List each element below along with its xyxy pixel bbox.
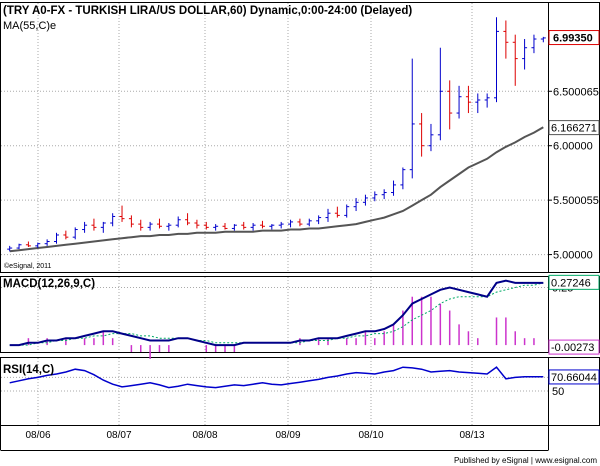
price-candle (475, 93, 481, 114)
price-candle (147, 221, 153, 231)
price-candle (353, 197, 359, 212)
price-candle (259, 220, 265, 229)
price-candle (400, 167, 406, 190)
price-candle (512, 34, 518, 86)
macd-title: MACD(12,26,9,C) (3, 278, 95, 290)
price-candle (531, 34, 537, 54)
panel-frames (0, 2, 600, 451)
price-candle (278, 221, 284, 229)
price-candle (82, 221, 88, 233)
copyright-label: ©eSignal, 2011 (4, 262, 52, 270)
price-candle (91, 218, 97, 231)
macd-line (9, 279, 544, 347)
price-candle (213, 224, 219, 231)
rsi-title: RSI(14,C) (3, 364, 54, 376)
price-candle (456, 85, 462, 119)
price-candle (409, 58, 415, 179)
x-tick-label: 08/08 (192, 430, 217, 441)
price-candle (185, 213, 191, 226)
chart-title: (TRY A0-FX - TURKISH LIRA/US DOLLAR,60) … (3, 5, 412, 17)
price-candle (494, 17, 500, 103)
rsi-value-label: 70.66044 (551, 372, 597, 384)
price-candle (465, 85, 471, 114)
ma-value-box (548, 120, 600, 136)
price-candle (156, 218, 162, 229)
price-candle (306, 218, 312, 227)
x-tick-label: 08/10 (358, 430, 383, 441)
price-candle (362, 194, 368, 206)
x-tick-label: 08/13 (459, 430, 484, 441)
price-candle (35, 242, 41, 249)
price-candle (381, 189, 387, 200)
footer-credit: Published by eSignal | www.esignal.com (454, 456, 597, 465)
price-candle (437, 47, 443, 141)
price-candles (7, 17, 546, 253)
price-candle (166, 223, 172, 231)
price-candle (428, 123, 434, 152)
price-candle (53, 232, 59, 244)
price-candle (7, 245, 13, 252)
price-candle (241, 221, 247, 230)
macd-hist-label: -0.00273 (551, 342, 594, 354)
price-candle (119, 205, 125, 222)
price-candle (44, 239, 50, 246)
price-candle (25, 241, 31, 247)
y-tick-label: 5.00000 (553, 250, 593, 262)
price-candle (447, 80, 453, 130)
price-candle (269, 224, 275, 230)
last-price-box (548, 30, 600, 46)
x-tick-label: 08/06 (25, 430, 50, 441)
price-candle (288, 219, 294, 228)
macd-hist-box (548, 339, 600, 355)
price-candle (138, 219, 144, 231)
rsi-plot (9, 366, 544, 389)
axis-labels: 08/06 08/07 08/08 08/09 08/10 08/13 6.500065 6.… (25, 30, 600, 441)
price-candle (194, 219, 200, 229)
ma-label: MA(55,C)e (3, 20, 56, 32)
price-candle (231, 224, 237, 231)
rsi-axis (548, 357, 600, 426)
price-candle (63, 230, 69, 240)
price-candle (316, 215, 322, 225)
macd-value-label: 0.27246 (551, 277, 591, 289)
price-candle (16, 243, 22, 250)
price-candle (391, 180, 397, 196)
rsi-line (9, 366, 544, 389)
y-tick-label: 5.500055 (553, 195, 599, 207)
price-candle (540, 36, 546, 43)
macd-value-box (548, 274, 600, 290)
price-candle (484, 93, 490, 108)
price-candle (419, 113, 425, 157)
ma-value-label: 6.166271 (551, 123, 597, 135)
y-tick-label: 6.00000 (553, 141, 593, 153)
gridlines (1, 3, 548, 425)
price-candle (72, 227, 78, 240)
price-candle (522, 39, 528, 70)
price-candle (175, 216, 181, 228)
price-candle (222, 223, 228, 230)
price-candle (297, 218, 303, 227)
x-tick-label: 08/09 (275, 430, 300, 441)
y-tick-label: 6.500065 (553, 86, 599, 98)
x-tick-label: 08/07 (106, 430, 131, 441)
price-candle (344, 204, 350, 218)
price-candle (128, 215, 134, 228)
rsi-tick-label: 50 (552, 386, 564, 398)
price-candle (372, 191, 378, 202)
macd-plot (9, 279, 544, 359)
price-candle (110, 213, 116, 227)
rsi-value-box (548, 369, 600, 385)
last-price-label: 6.99350 (553, 33, 593, 45)
price-candle (250, 223, 256, 231)
price-axis (548, 2, 600, 273)
price-candle (325, 208, 331, 222)
price-candle (100, 221, 106, 233)
ma-line (9, 126, 544, 253)
price-candle (503, 20, 509, 59)
price-panel (0, 2, 549, 273)
price-candle (203, 221, 209, 230)
price-candle (334, 206, 340, 218)
